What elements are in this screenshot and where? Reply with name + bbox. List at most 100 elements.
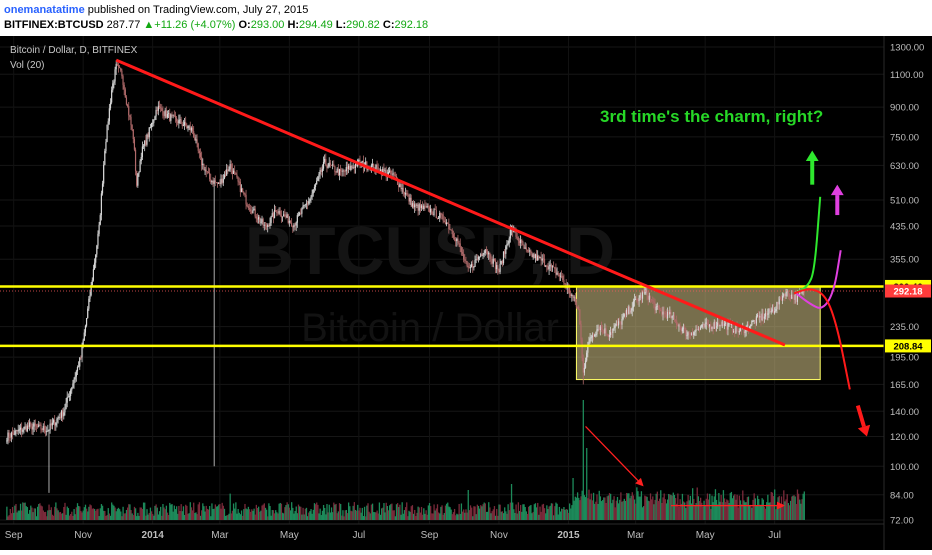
candle-body: [465, 260, 467, 262]
volume-bar: [669, 494, 671, 520]
volume-bar: [76, 503, 79, 520]
price-chart[interactable]: BTCUSD, D Bitcoin / Dollar 72.00 84.00 100…: [0, 36, 932, 550]
volume-bar: [175, 506, 178, 520]
volume-bar: [362, 516, 365, 520]
volume-bar: [404, 507, 407, 520]
candle-body: [98, 224, 100, 234]
time-axis[interactable]: Sep Nov 2014 Mar May Jul Sep Nov 2015 Mar May Jul: [5, 530, 781, 541]
volume-bar: [240, 510, 243, 520]
volume-bar: [423, 508, 425, 520]
candle-body: [592, 335, 595, 337]
volume-flat-arrow[interactable]: [670, 501, 785, 510]
candle-body: [174, 115, 177, 118]
candle-body: [507, 243, 509, 245]
alt-arrow[interactable]: [830, 184, 844, 216]
volume-bar: [244, 503, 246, 520]
bearish-arrow[interactable]: [855, 404, 871, 437]
candle-body: [132, 129, 134, 140]
candle-body: [587, 345, 589, 353]
candle-body: [396, 178, 399, 185]
volume-bar: [36, 506, 39, 520]
volume-bar: [165, 505, 168, 520]
volume-bar: [375, 512, 377, 520]
candle-body: [283, 214, 285, 217]
volume-bar: [361, 507, 363, 520]
candle-body: [67, 396, 69, 398]
price-change: +11.26 (+4.07%): [154, 19, 236, 31]
candle-body: [419, 204, 421, 208]
volume-bar: [297, 504, 300, 520]
candle-body: [10, 432, 12, 438]
volume-bar: [403, 510, 406, 520]
candle-body: [604, 328, 606, 334]
candle-body: [787, 290, 789, 295]
volume-bar: [793, 495, 795, 520]
candle-body: [21, 427, 23, 432]
candle-body: [571, 295, 573, 297]
author-link[interactable]: onemanatatime: [4, 4, 85, 16]
candle-body: [686, 335, 688, 337]
low-value: 290.82: [346, 19, 380, 31]
candle-body: [564, 283, 566, 285]
volume-bar: [264, 507, 267, 520]
volume-bar: [637, 491, 639, 520]
candle-body: [201, 156, 203, 166]
candle-body: [617, 321, 620, 326]
candle-body: [753, 320, 755, 322]
bullish-arrow[interactable]: [805, 150, 819, 185]
volume-bar: [327, 512, 329, 520]
chart-area[interactable]: BTCUSD, D Bitcoin / Dollar 72.00 84.00 100…: [0, 36, 932, 550]
volume-bar: [802, 493, 804, 520]
volume-bar: [621, 501, 623, 520]
volume-bar: [256, 508, 259, 520]
candle-body: [656, 306, 658, 307]
candle-body: [321, 168, 323, 172]
volume-bar: [554, 506, 556, 520]
candle-body: [289, 221, 292, 223]
volume-bar: [191, 510, 194, 520]
candle-body: [383, 168, 385, 172]
candle-body: [215, 182, 218, 184]
volume-bar: [553, 515, 555, 520]
price-axis[interactable]: 72.00 84.00 100.00 120.00 140.00 165.00 195.00…: [890, 43, 924, 527]
symbol-label[interactable]: BITFINEX:BTCUSD: [4, 19, 104, 31]
candle-body: [557, 272, 559, 275]
volume-bar: [330, 507, 333, 520]
candle-body: [701, 324, 703, 328]
volume-bar: [555, 502, 557, 520]
volume-bar: [726, 499, 728, 520]
volume-bar: [156, 507, 158, 520]
volume-bar: [64, 502, 66, 520]
volume-bar: [65, 514, 67, 520]
candle-body: [408, 195, 410, 202]
trendline[interactable]: [115, 58, 786, 347]
candle-body: [60, 410, 63, 418]
high-label: H:: [287, 19, 300, 31]
candle-body: [138, 171, 140, 174]
volume-bar: [212, 509, 214, 520]
candle-body: [124, 89, 126, 98]
candle-body: [71, 387, 73, 391]
candle-body: [533, 254, 535, 259]
volume-bar: [764, 508, 767, 520]
candle-body: [231, 168, 233, 174]
alt-path[interactable]: [795, 250, 842, 309]
drawings: [0, 58, 884, 510]
candle-body: [747, 324, 750, 330]
candle-body: [581, 339, 583, 358]
bullish-arrow-head: [805, 150, 819, 161]
volume-down-arrow[interactable]: [585, 425, 644, 487]
volume-bar: [616, 496, 619, 520]
volume-bar: [475, 514, 477, 520]
volume-bar: [410, 506, 412, 520]
volume-bar: [152, 513, 154, 520]
candle-body: [353, 166, 355, 169]
volume-bar: [373, 512, 375, 520]
volume-bar: [752, 499, 754, 520]
candle-body: [789, 296, 792, 299]
bearish-path[interactable]: [793, 288, 851, 390]
candle-body: [655, 306, 657, 311]
candle-body: [472, 264, 474, 268]
candle-body: [445, 222, 448, 225]
volume-bar: [480, 505, 482, 520]
